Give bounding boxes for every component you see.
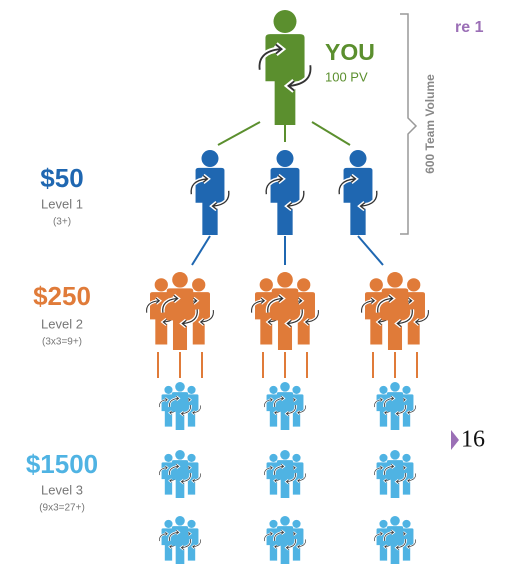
person-body <box>265 34 304 125</box>
person-icon <box>191 150 229 235</box>
person-body <box>277 526 293 564</box>
person-head <box>379 386 387 394</box>
person-icon <box>274 382 295 430</box>
person-icon <box>384 450 405 498</box>
level-name: Level 3 <box>41 482 83 497</box>
person-head <box>277 150 294 167</box>
level-name: Level 2 <box>41 316 83 331</box>
person-head <box>269 386 277 394</box>
person-body <box>387 460 403 498</box>
page-number: 16 <box>461 427 485 453</box>
connector <box>312 122 350 145</box>
person-head <box>164 386 172 394</box>
level-count: (3+) <box>53 217 71 228</box>
person-body <box>271 168 300 235</box>
person-head <box>402 386 410 394</box>
person-head <box>402 520 410 528</box>
page-marker <box>451 430 459 450</box>
header-fragment: re 1 <box>455 19 484 36</box>
person-icon <box>384 382 405 430</box>
person-body <box>277 392 293 430</box>
person-icon <box>163 272 198 350</box>
person-head <box>280 450 290 460</box>
person-head <box>202 150 219 167</box>
person-body <box>172 526 188 564</box>
person-head <box>387 272 403 288</box>
person-head <box>390 516 400 526</box>
level-amount: $1500 <box>26 449 98 479</box>
connector <box>218 122 260 145</box>
person-head <box>370 278 383 291</box>
person-head <box>269 520 277 528</box>
person-body <box>387 392 403 430</box>
person-body <box>272 288 299 350</box>
person-body <box>277 460 293 498</box>
person-icon <box>169 382 190 430</box>
connector <box>358 236 383 265</box>
person-icon <box>339 150 377 235</box>
person-head <box>407 278 420 291</box>
person-head <box>350 150 367 167</box>
person-head <box>280 516 290 526</box>
person-head <box>175 382 185 392</box>
level-count: (3x3=9+) <box>42 337 82 348</box>
person-head <box>390 382 400 392</box>
person-head <box>269 454 277 462</box>
person-head <box>402 454 410 462</box>
person-head <box>292 454 300 462</box>
person-icon <box>268 272 303 350</box>
person-head <box>155 278 168 291</box>
person-head <box>297 278 310 291</box>
person-body <box>172 392 188 430</box>
person-head <box>390 450 400 460</box>
person-head <box>164 520 172 528</box>
level-count: (9x3=27+) <box>39 503 85 514</box>
person-head <box>164 454 172 462</box>
person-icon <box>384 516 405 564</box>
person-body <box>167 288 194 350</box>
you-label: YOU <box>325 39 375 65</box>
person-body <box>196 168 225 235</box>
person-body <box>172 460 188 498</box>
person-head <box>175 516 185 526</box>
person-icon <box>274 450 295 498</box>
diagram: re 1 YOU 100 PV 600 Team Volume $50 Leve… <box>0 0 509 573</box>
person-head <box>260 278 273 291</box>
person-head <box>192 278 205 291</box>
person-icon <box>266 150 304 235</box>
person-icon <box>274 516 295 564</box>
person-body <box>387 526 403 564</box>
person-body <box>382 288 409 350</box>
person-head <box>292 520 300 528</box>
volume-bracket <box>400 14 416 234</box>
person-icon <box>169 516 190 564</box>
person-head <box>292 386 300 394</box>
you-volume: 100 PV <box>325 69 368 84</box>
person-head <box>280 382 290 392</box>
level-amount: $250 <box>33 281 91 311</box>
person-head <box>277 272 293 288</box>
person-head <box>274 10 297 33</box>
person-head <box>187 386 195 394</box>
person-body <box>344 168 373 235</box>
person-icon <box>169 450 190 498</box>
level-amount: $50 <box>40 163 83 193</box>
team-volume: 600 Team Volume <box>423 74 437 174</box>
person-head <box>175 450 185 460</box>
connector <box>192 236 210 265</box>
person-head <box>379 454 387 462</box>
person-head <box>187 454 195 462</box>
person-head <box>187 520 195 528</box>
level-name: Level 1 <box>41 196 83 211</box>
person-head <box>172 272 188 288</box>
person-head <box>379 520 387 528</box>
person-icon <box>378 272 413 350</box>
person-icon <box>259 10 310 125</box>
